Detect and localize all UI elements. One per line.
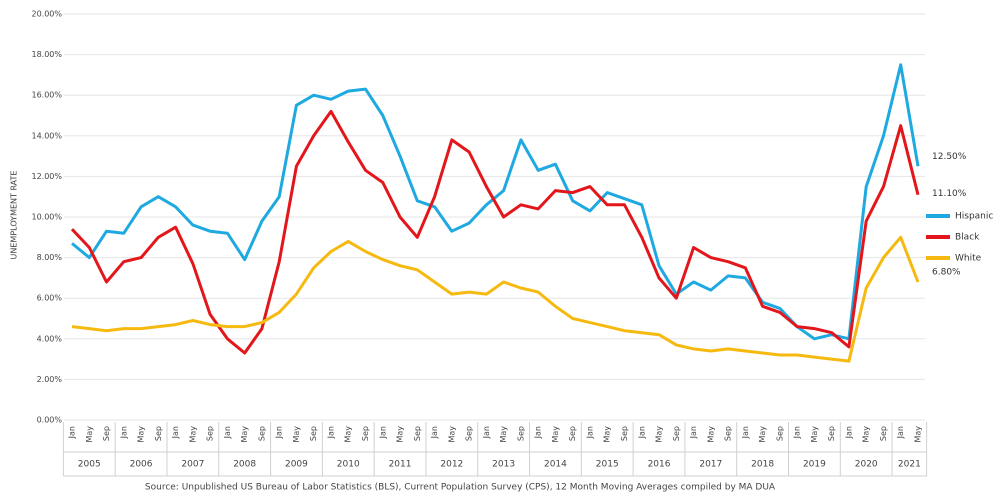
- x-tick-label: Jan: [430, 426, 439, 439]
- x-tick-label: Jan: [585, 426, 594, 439]
- x-tick-label: Jan: [171, 426, 180, 439]
- series-line: [71, 235, 920, 363]
- year-label: 2005: [78, 460, 101, 470]
- y-tick-label: 16.00%: [31, 91, 62, 100]
- series-line: [70, 109, 920, 355]
- x-tick-label: Sep: [154, 426, 163, 441]
- end-label: 12.50%: [932, 152, 967, 162]
- x-tick-label: Jan: [275, 426, 284, 439]
- y-tick-label: 0.00%: [37, 416, 63, 425]
- legend-label: Black: [955, 233, 980, 243]
- x-tick-label: Jan: [793, 426, 802, 439]
- x-tick-label: Jan: [896, 426, 905, 439]
- y-tick-label: 18.00%: [31, 50, 62, 59]
- x-tick-label: May: [810, 426, 819, 443]
- x-tick-label: May: [292, 426, 301, 443]
- x-tick-label: May: [137, 426, 146, 443]
- year-label: 2015: [596, 460, 619, 470]
- y-tick-label: 20.00%: [31, 10, 62, 19]
- x-tick-label: Sep: [827, 426, 836, 441]
- x-tick-label: May: [914, 426, 923, 443]
- y-axis-label: UNEMPLOYMENT RATE: [10, 171, 19, 260]
- x-tick-label: Sep: [309, 426, 318, 441]
- x-tick-label: Sep: [465, 426, 474, 441]
- year-label: 2011: [389, 460, 412, 470]
- year-label: 2007: [181, 460, 204, 470]
- y-tick-label: 2.00%: [37, 375, 63, 384]
- x-tick-label: Sep: [361, 426, 370, 441]
- x-tick-label: Sep: [775, 426, 784, 441]
- x-tick-label: Jan: [741, 426, 750, 439]
- x-tick-label: Sep: [568, 426, 577, 441]
- x-tick-label: May: [396, 426, 405, 443]
- y-tick-label: 6.00%: [37, 294, 63, 303]
- y-tick-label: 8.00%: [37, 253, 63, 262]
- year-label: 2017: [699, 460, 722, 470]
- year-label: 2009: [285, 460, 308, 470]
- source-note: Source: Unpublished US Bureau of Labor S…: [145, 483, 776, 493]
- x-tick-label: May: [862, 426, 871, 443]
- x-tick-label: Jan: [482, 426, 491, 439]
- year-label: 2006: [130, 460, 153, 470]
- x-tick-label: May: [240, 426, 249, 443]
- y-tick-label: 14.00%: [31, 131, 62, 140]
- year-label: 2016: [648, 460, 671, 470]
- x-tick-label: Jan: [68, 426, 77, 439]
- end-label: 6.80%: [932, 267, 961, 277]
- x-tick-label: Jan: [637, 426, 646, 439]
- year-label: 2021: [898, 460, 921, 470]
- y-tick-label: 4.00%: [37, 334, 63, 343]
- year-label: 2008: [233, 460, 256, 470]
- x-tick-label: Jan: [223, 426, 232, 439]
- y-tick-label: 12.00%: [31, 172, 62, 181]
- year-label: 2018: [751, 460, 774, 470]
- year-label: 2010: [337, 460, 360, 470]
- x-tick-label: May: [758, 426, 767, 443]
- x-tick-label: Sep: [413, 426, 422, 441]
- end-label: 11.10%: [932, 189, 967, 199]
- x-tick-label: Sep: [206, 426, 215, 441]
- x-tick-label: Jan: [326, 426, 335, 439]
- year-label: 2020: [855, 460, 878, 470]
- x-tick-label: May: [655, 426, 664, 443]
- y-tick-label: 10.00%: [31, 213, 62, 222]
- x-tick-label: May: [603, 426, 612, 443]
- x-tick-label: Sep: [102, 426, 111, 441]
- year-label: 2013: [492, 460, 515, 470]
- x-tick-label: May: [447, 426, 456, 443]
- x-tick-label: Sep: [724, 426, 733, 441]
- year-label: 2019: [803, 460, 826, 470]
- series-line: [71, 63, 920, 341]
- x-tick-label: Sep: [620, 426, 629, 441]
- x-tick-label: May: [188, 426, 197, 443]
- year-label: 2012: [440, 460, 463, 470]
- year-label: 2014: [544, 460, 567, 470]
- x-tick-label: Jan: [689, 426, 698, 439]
- x-tick-label: Sep: [879, 426, 888, 441]
- x-tick-label: May: [551, 426, 560, 443]
- x-tick-label: Jan: [844, 426, 853, 439]
- x-tick-label: Sep: [516, 426, 525, 441]
- x-tick-label: Jan: [534, 426, 543, 439]
- legend-label: Hispanic: [955, 212, 993, 222]
- x-tick-label: Sep: [672, 426, 681, 441]
- x-tick-label: Jan: [119, 426, 128, 439]
- x-tick-label: May: [85, 426, 94, 443]
- x-tick-label: May: [706, 426, 715, 443]
- x-tick-label: Sep: [257, 426, 266, 441]
- legend-label: White: [955, 254, 982, 264]
- x-tick-label: May: [499, 426, 508, 443]
- x-tick-label: Jan: [378, 426, 387, 439]
- x-tick-label: May: [344, 426, 353, 443]
